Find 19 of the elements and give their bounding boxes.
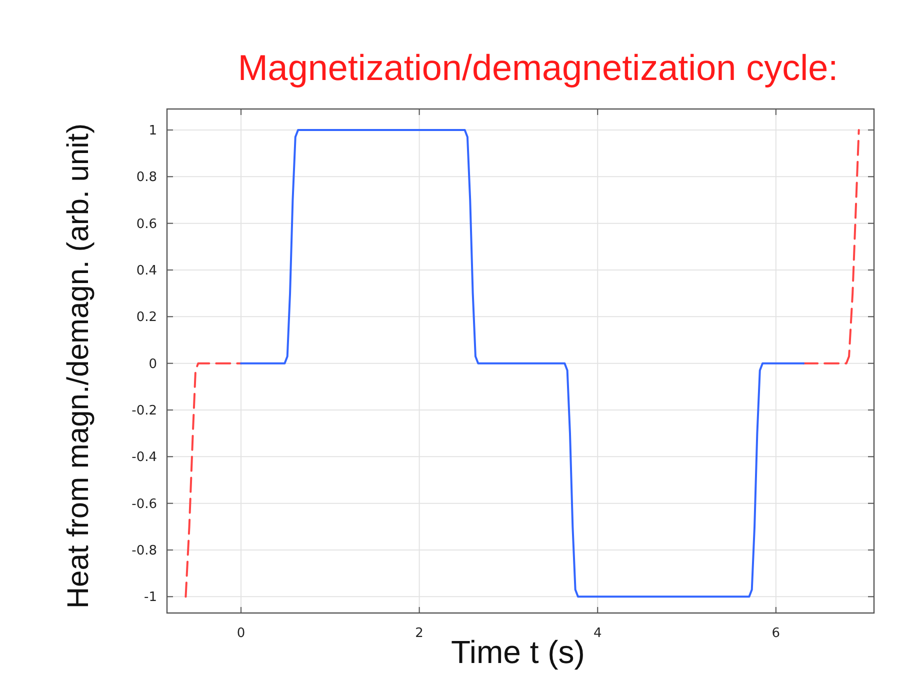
y-tick-label: -0.4 [132, 450, 157, 466]
x-axis-title: Time t (s) [451, 634, 585, 670]
y-tick-label: 0.2 [136, 310, 157, 326]
x-tick-label: 4 [593, 626, 602, 641]
y-tick-label: 0.8 [136, 170, 157, 186]
chart-title: Magnetization/demagnetization cycle: [238, 47, 838, 88]
y-tick-label: -0.2 [132, 404, 157, 419]
y-tick-label: 0.4 [136, 264, 157, 279]
y-tick-label: -0.6 [132, 496, 157, 512]
x-tick-label: 0 [236, 626, 246, 641]
y-tick-label: 0.6 [136, 216, 157, 232]
line-series [240, 129, 805, 598]
y-tick-label: -1 [144, 590, 157, 606]
x-tick-label: 2 [415, 626, 424, 641]
y-tick-label: -0.8 [132, 544, 157, 559]
x-tick-label: 6 [772, 626, 780, 641]
y-tick-label: 0 [148, 356, 157, 372]
y-tick-label: 1 [148, 124, 157, 139]
y-axis-title: Heat from magn./demagn. (arb. unit) [62, 123, 95, 609]
